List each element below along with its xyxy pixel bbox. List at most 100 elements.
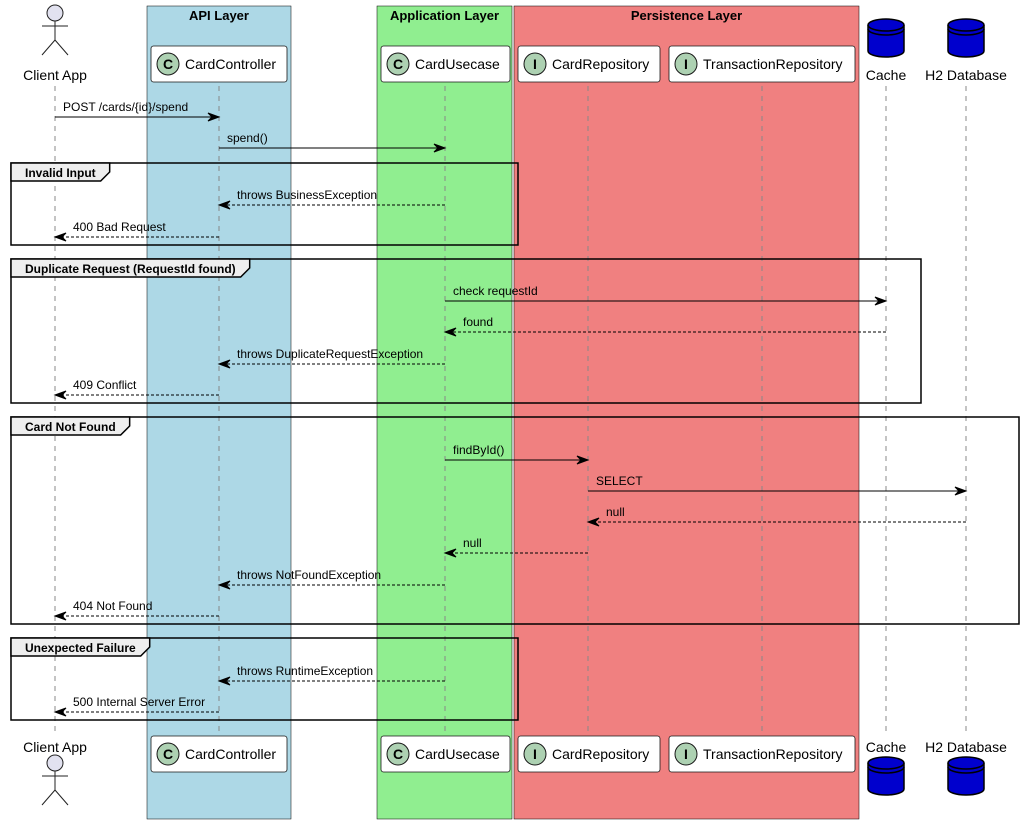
group-fragment: Card Not Found <box>10 416 1020 625</box>
participants: Client App Client App C CardController C Card… <box>23 4 1007 806</box>
layer-boxes: API Layer Application Layer Persistence La… <box>146 5 860 820</box>
participant-h2-top: H2 Database <box>925 18 1007 83</box>
interface-icon <box>523 52 547 76</box>
message-label: throws NotFoundException <box>237 568 381 582</box>
participant-label: TransactionRepository <box>703 746 843 762</box>
arrow-head <box>443 327 457 337</box>
database-rim-icon <box>947 24 985 32</box>
participant-box <box>150 735 288 773</box>
participant-box <box>517 735 661 773</box>
actor-leg-icon <box>54 789 69 806</box>
stereotype-letter: C <box>163 746 173 762</box>
message-label: throws RuntimeException <box>237 664 373 678</box>
layer-box-persist: Persistence Layer <box>513 5 860 820</box>
class-icon <box>156 742 180 766</box>
participant-controller-top: C CardController <box>150 45 288 83</box>
arrow-head <box>217 359 231 369</box>
group-frame <box>10 258 922 404</box>
lifelines <box>54 86 967 733</box>
database-icon <box>867 18 905 58</box>
arrow-head <box>217 200 231 210</box>
participant-label: H2 Database <box>925 67 1007 83</box>
participant-label: Client App <box>23 739 87 755</box>
arrow-head <box>53 707 67 717</box>
participant-label: Cache <box>866 739 907 755</box>
message-5: found <box>443 315 886 337</box>
database-rim-icon <box>947 766 985 774</box>
message-14: throws RuntimeException <box>217 664 445 686</box>
message-label: found <box>463 315 493 329</box>
layer-box-bg <box>146 5 292 820</box>
participant-box <box>380 45 511 83</box>
actor-leg-icon <box>41 39 56 56</box>
database-rim-icon <box>947 28 985 36</box>
database-icon <box>947 18 985 58</box>
layer-box-bg <box>376 5 513 820</box>
arrow-head <box>53 232 67 242</box>
participant-cardrepo-top: I CardRepository <box>517 45 661 83</box>
message-label: POST /cards/{id}/spend <box>63 100 188 114</box>
arrow-head <box>576 455 590 465</box>
message-6: throws DuplicateRequestException <box>217 347 445 369</box>
participant-cache-bottom: Cache <box>866 739 907 796</box>
message-11: null <box>443 536 588 558</box>
participant-label: CardController <box>185 56 276 72</box>
group-tab <box>10 162 111 182</box>
stereotype-letter: C <box>393 56 403 72</box>
group-tab <box>10 416 131 436</box>
message-label: SELECT <box>596 474 643 488</box>
message-12: throws NotFoundException <box>217 568 445 590</box>
message-3: 400 Bad Request <box>53 220 219 242</box>
actor-head-icon <box>46 754 64 772</box>
database-icon <box>867 756 905 796</box>
message-label: 400 Bad Request <box>73 220 166 234</box>
class-icon <box>386 742 410 766</box>
message-10: null <box>586 505 966 527</box>
layer-box-title: Persistence Layer <box>631 8 742 23</box>
group-label: Card Not Found <box>25 420 116 434</box>
interface-icon <box>674 52 698 76</box>
arrow-head <box>53 611 67 621</box>
group-frame <box>10 416 1020 625</box>
arrow-head <box>217 580 231 590</box>
layer-box-api: API Layer <box>146 5 292 820</box>
group-label: Invalid Input <box>25 166 96 180</box>
message-1: spend() <box>219 131 447 153</box>
message-7: 409 Conflict <box>53 378 219 400</box>
message-9: SELECT <box>588 474 968 496</box>
participant-label: CardRepository <box>552 746 649 762</box>
group-fragments: Invalid Input Duplicate Request (RequestI… <box>10 162 1020 721</box>
class-icon <box>386 52 410 76</box>
stereotype-letter: I <box>684 746 688 762</box>
participant-txrepo-bottom: I TransactionRepository <box>668 735 856 773</box>
participant-box <box>668 45 856 83</box>
arrow-head <box>217 676 231 686</box>
message-label: 404 Not Found <box>73 599 152 613</box>
message-15: 500 Internal Server Error <box>53 695 219 717</box>
message-label: spend() <box>227 131 268 145</box>
stereotype-letter: C <box>393 746 403 762</box>
database-rim-icon <box>867 762 905 770</box>
participant-box <box>517 45 661 83</box>
database-rim-icon <box>867 28 905 36</box>
stereotype-letter: I <box>533 746 537 762</box>
participant-label: CardRepository <box>552 56 649 72</box>
participant-label: TransactionRepository <box>703 56 843 72</box>
participant-box <box>668 735 856 773</box>
group-fragment: Unexpected Failure <box>10 637 519 721</box>
group-label: Duplicate Request (RequestId found) <box>25 262 236 276</box>
database-icon <box>947 756 985 796</box>
participant-client-bottom: Client App <box>23 739 87 806</box>
database-rim-icon <box>867 24 905 32</box>
participant-label: H2 Database <box>925 739 1007 755</box>
message-label: findById() <box>453 443 504 457</box>
participant-h2-bottom: H2 Database <box>925 739 1007 796</box>
participant-client-top: Client App <box>23 4 87 83</box>
group-tab <box>10 637 151 657</box>
participant-usecase-bottom: C CardUsecase <box>380 735 511 773</box>
group-tab <box>10 258 251 278</box>
arrow-head <box>433 143 447 153</box>
arrow-head <box>874 296 888 306</box>
participant-label: Client App <box>23 67 87 83</box>
